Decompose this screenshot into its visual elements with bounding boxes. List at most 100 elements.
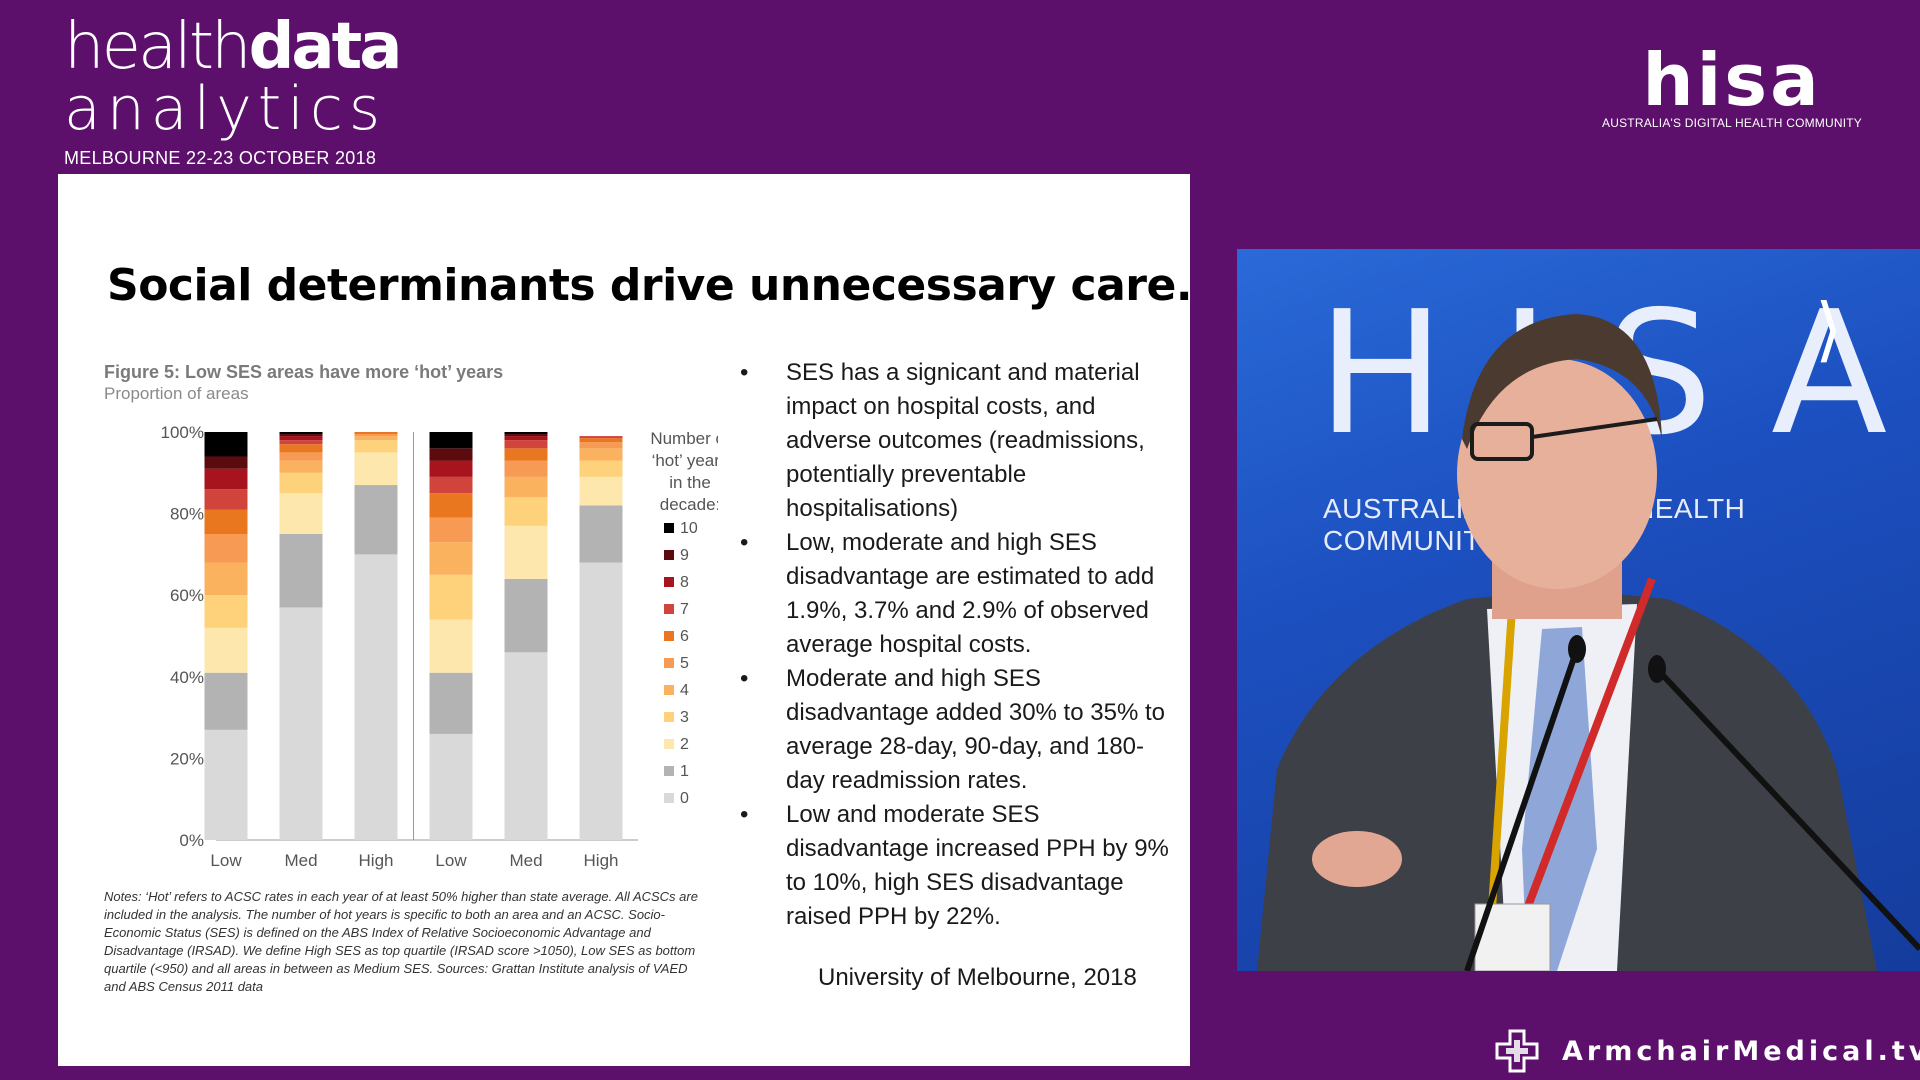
bar-segment-4: [504, 476, 548, 498]
bullet-2-text: Low, moderate and high SES disadvantage …: [786, 529, 1155, 658]
legend-label: 3: [680, 709, 689, 726]
microphone-stand: [1654, 666, 1920, 952]
bar-segment-2: [579, 476, 623, 506]
x-tick-label: Low: [210, 851, 242, 870]
y-tick-label: 80%: [170, 505, 204, 524]
lanyard: [1488, 608, 1516, 910]
bar-segment-3: [504, 497, 548, 526]
legend-label: 10: [680, 520, 698, 537]
bar-segment-2: [204, 627, 248, 673]
x-tick-label: Low: [435, 851, 467, 870]
bullet-4-text: Low and moderate SES disadvantage increa…: [786, 801, 1169, 930]
armchairmedical-watermark: ArmchairMedical.tv: [1494, 1026, 1920, 1076]
bar-segment-5: [504, 460, 548, 477]
y-tick-label: 0%: [179, 831, 204, 850]
bullet-3-text: Moderate and high SES disadvantage added…: [786, 665, 1165, 794]
legend-swatch-7: [664, 604, 674, 614]
bar-segment-7: [579, 436, 623, 439]
bar-segment-2: [279, 493, 323, 534]
bar-segment-3: [354, 440, 398, 453]
legend-label: 2: [680, 736, 689, 753]
logo-line2: analytics: [64, 74, 387, 144]
hisa-logo: hisa AUSTRALIA'S DIGITAL HEALTH COMMUNIT…: [1602, 44, 1862, 130]
bar-segment-3: [579, 460, 623, 477]
speaker-tie: [1522, 627, 1597, 971]
bar-segment-0: [279, 607, 323, 840]
microphone-icon: [1648, 655, 1666, 683]
x-tick-label: High: [584, 851, 619, 870]
legend-label: 9: [680, 547, 689, 564]
bar-segment-9: [279, 434, 323, 437]
bar-segment-3: [279, 472, 323, 494]
bar-segment-0: [354, 554, 398, 840]
bar-segment-8: [504, 436, 548, 441]
bar-segment-5: [429, 517, 473, 543]
bar-segment-10: [504, 432, 548, 435]
x-tick-label: Med: [284, 851, 317, 870]
legend-swatch-2: [664, 739, 674, 749]
bullet-list: SES has a signicant and material impact …: [738, 356, 1178, 934]
bullet-item: Moderate and high SES disadvantage added…: [738, 662, 1178, 798]
legend-title: Number of: [650, 429, 718, 448]
bar-segment-8: [279, 436, 323, 441]
bar-segment-7: [504, 440, 548, 449]
y-tick-label: 40%: [170, 668, 204, 687]
slide-citation: University of Melbourne, 2018: [818, 964, 1137, 991]
bar-segment-9: [504, 434, 548, 437]
bar-segment-8: [204, 468, 248, 490]
bar-segment-7: [204, 489, 248, 510]
legend-label: 6: [680, 628, 689, 645]
microphone-stand: [1464, 648, 1580, 971]
glasses-arm: [1531, 417, 1658, 439]
bar-segment-6: [504, 448, 548, 461]
figure-subtitle: Proportion of areas: [104, 384, 249, 403]
legend-label: 5: [680, 655, 689, 672]
legend-swatch-1: [664, 766, 674, 776]
microphone-icon: [1568, 635, 1586, 663]
bar-segment-1: [504, 578, 548, 653]
bar-segment-1: [279, 534, 323, 608]
bar-segment-0: [504, 652, 548, 840]
figure-notes: Notes: ‘Hot’ refers to ACSC rates in eac…: [104, 889, 698, 994]
stacked-bar-chart: 0%20%40%60%80%100%LowMedHighLowMedHighSE…: [161, 423, 718, 870]
legend-swatch-8: [664, 577, 674, 587]
hisa-wordmark: hisa: [1642, 38, 1822, 122]
bar-segment-10: [429, 432, 473, 449]
slide-title: Social determinants drive unnecessary ca…: [107, 260, 1193, 311]
legend-title: in the: [669, 473, 711, 492]
legend-swatch-5: [664, 658, 674, 668]
bullet-1-text: SES has a signicant and material impact …: [786, 359, 1145, 522]
bar-segment-4: [429, 542, 473, 575]
bar-segment-3: [429, 574, 473, 620]
bar-segment-1: [204, 672, 248, 730]
legend-swatch-9: [664, 550, 674, 560]
bar-segment-0: [204, 729, 248, 840]
bar-segment-4: [354, 436, 398, 441]
glasses-icon: [1470, 422, 1534, 461]
bar-segment-0: [579, 562, 623, 840]
bar-segment-7: [429, 476, 473, 494]
bar-segment-6: [279, 444, 323, 453]
medical-cross-icon: [1495, 1029, 1539, 1073]
x-tick-label: Med: [509, 851, 542, 870]
legend-swatch-4: [664, 685, 674, 695]
y-tick-label: 100%: [161, 423, 204, 442]
lanyard: [1523, 577, 1656, 911]
chevron-right-icon: ⟩: [1815, 288, 1843, 370]
bar-segment-1: [354, 485, 398, 555]
bar-segment-2: [354, 452, 398, 486]
bar-segment-5: [579, 442, 623, 449]
bar-segment-4: [279, 460, 323, 473]
figure-title: Figure 5: Low SES areas have more ‘hot’ …: [104, 362, 504, 382]
logo-line1: healthdata: [64, 10, 402, 84]
y-tick-label: 20%: [170, 749, 204, 768]
event-location-date: MELBOURNE 22-23 OCTOBER 2018: [64, 148, 377, 168]
bar-segment-5: [279, 452, 323, 461]
legend-swatch-0: [664, 793, 674, 803]
bullet-item: Low, moderate and high SES disadvantage …: [738, 526, 1178, 662]
bar-segment-0: [429, 733, 473, 840]
x-tick-label: High: [359, 851, 394, 870]
bar-segment-9: [429, 448, 473, 461]
speaker-hand: [1312, 831, 1402, 887]
speaker-video: HISA AUSTRALIA'S DIGITAL HEALTH COMMUNIT…: [1237, 249, 1920, 971]
